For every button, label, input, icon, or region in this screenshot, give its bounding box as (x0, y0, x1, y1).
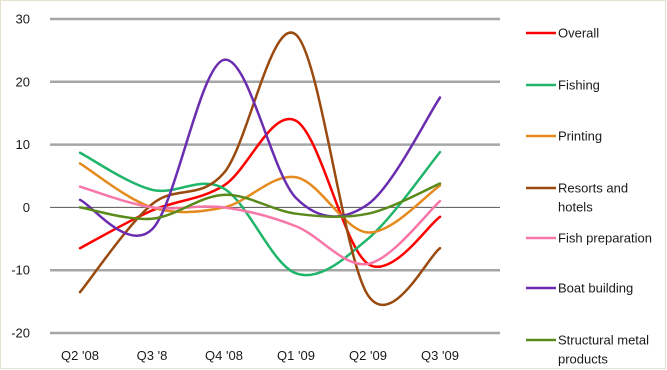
x-tick-label: Q3 '8 (137, 348, 168, 363)
x-tick-label: Q2 '08 (61, 348, 99, 363)
legend-label: Overall (558, 26, 599, 41)
y-tick-label: 10 (16, 137, 30, 152)
x-axis-tick-labels: Q2 '08 Q3 '8 Q4 '08 Q1 '09 Q2 '09 Q3 '09 (61, 348, 459, 363)
legend-label: Resorts and hotels (558, 181, 628, 215)
x-tick-label: Q4 '08 (205, 348, 243, 363)
series-line-5 (78, 58, 442, 237)
y-axis-tick-labels: -20 -10 0 10 20 30 (11, 12, 30, 341)
series-line-1 (78, 150, 442, 277)
legend-label: Fishing (558, 78, 600, 93)
legend-label: Boat building (558, 281, 633, 296)
y-tick-label: 0 (23, 200, 30, 215)
y-tick-label: 30 (16, 12, 30, 27)
series-line-2 (78, 162, 442, 234)
legend-label: Printing (558, 129, 602, 144)
legend-label: Structural metal products (558, 333, 649, 367)
series-line-3 (78, 31, 442, 306)
x-tick-label: Q2 '09 (349, 348, 387, 363)
series-lines (78, 31, 442, 306)
series-line-4 (78, 185, 442, 266)
y-tick-label: -10 (11, 263, 30, 278)
x-tick-label: Q3 '09 (421, 348, 459, 363)
series-line-6 (78, 182, 442, 221)
series-line-0 (78, 117, 442, 268)
gridlines (50, 17, 500, 335)
legend: Overall Fishing Printing Resorts and hotels F… (526, 26, 652, 367)
x-tick-label: Q1 '09 (277, 348, 315, 363)
y-tick-label: 20 (16, 74, 30, 89)
legend-label: Fish preparation (558, 231, 652, 246)
y-tick-label: -20 (11, 326, 30, 341)
